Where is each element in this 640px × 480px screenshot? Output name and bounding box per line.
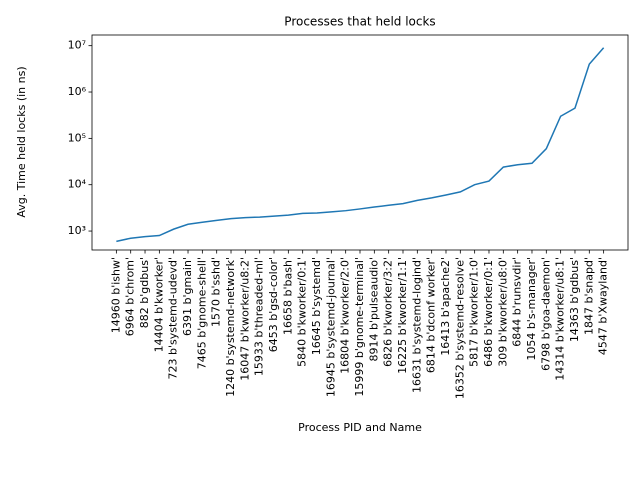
x-tick-label: 16631 b'systemd-logind' <box>410 257 423 393</box>
x-tick-label: 1054 b's-manager' <box>525 257 538 361</box>
x-tick-label: 1847 b'snapd' <box>582 257 595 335</box>
x-tick-label: 16225 b'kworker/1:1' <box>396 257 409 374</box>
x-tick-label: 5817 b'kworker/1:0' <box>468 257 481 367</box>
y-tick-label: 10³ <box>68 224 86 237</box>
x-tick-label: 1240 b'systemd-network' <box>224 257 237 397</box>
x-tick-label: 16804 b'kworker/2:0' <box>339 257 352 374</box>
x-tick-label: 6814 b'dconf worker' <box>425 257 438 373</box>
x-tick-label: 882 b'gdbus' <box>138 257 151 328</box>
x-tick-label: 6826 b'kworker/3:2' <box>382 257 395 367</box>
x-tick-label: 16945 b'systemd-journal' <box>324 257 337 397</box>
x-axis-label: Process PID and Name <box>298 421 422 434</box>
x-tick-label: 6964 b'chrom' <box>124 257 137 336</box>
x-tick-label: 14363 b'gdbus' <box>568 257 581 342</box>
chart-title: Processes that held locks <box>284 15 435 29</box>
x-tick-label: 16413 b'apache2' <box>439 257 452 356</box>
y-tick-label: 10⁴ <box>68 178 87 191</box>
plot-frame <box>91 34 629 251</box>
x-tick-label: 4547 b'Xwayland' <box>597 257 610 355</box>
x-tick-label: 8914 b'pulseaudio' <box>367 257 380 362</box>
x-tick-label: 14960 b'ishw' <box>109 257 122 333</box>
y-tick-label: 10⁶ <box>68 85 87 98</box>
x-tick-label: 7465 b'gnome-shell' <box>195 257 208 369</box>
data-line <box>116 47 605 243</box>
x-tick-label: 16047 b'kworker/u8:2' <box>238 257 251 381</box>
x-tick-label: 6391 b'gmain' <box>181 257 194 336</box>
y-tick-label: 10⁵ <box>68 131 86 144</box>
x-tick-label: 16658 b'bash' <box>281 257 294 335</box>
y-tick-label: 10⁷ <box>68 39 86 52</box>
x-tick-label: 6844 b'runsvdir' <box>511 257 524 347</box>
x-tick-label: 309 b'kworker/u8:0' <box>496 257 509 367</box>
x-tick-label: 6798 b'goa-daemon' <box>539 257 552 371</box>
x-tick-label: 5840 b'kworker/0:1' <box>296 257 309 367</box>
x-tick-label: 6486 b'kworker/0:1' <box>482 257 495 367</box>
x-tick-label: 14314 b'kworker/u8:1' <box>554 257 567 381</box>
x-tick-label: 15933 b'threaded-ml' <box>253 257 266 376</box>
x-tick-label: 6453 b'gsd-color' <box>267 257 280 352</box>
x-tick-label: 15999 b'gnome-terminal' <box>353 257 366 397</box>
x-tick-label: 16645 b'systemd' <box>310 257 323 355</box>
x-tick-label: 723 b'systemd-udevd' <box>167 257 180 379</box>
y-axis-label: Avg. Time held locks (in ns) <box>15 66 28 217</box>
x-tick-label: 14404 b'kworker' <box>152 257 165 352</box>
x-tick-label: 1570 b'sshd' <box>210 257 223 327</box>
x-tick-label: 16352 b'systemd-resolve' <box>453 257 466 399</box>
